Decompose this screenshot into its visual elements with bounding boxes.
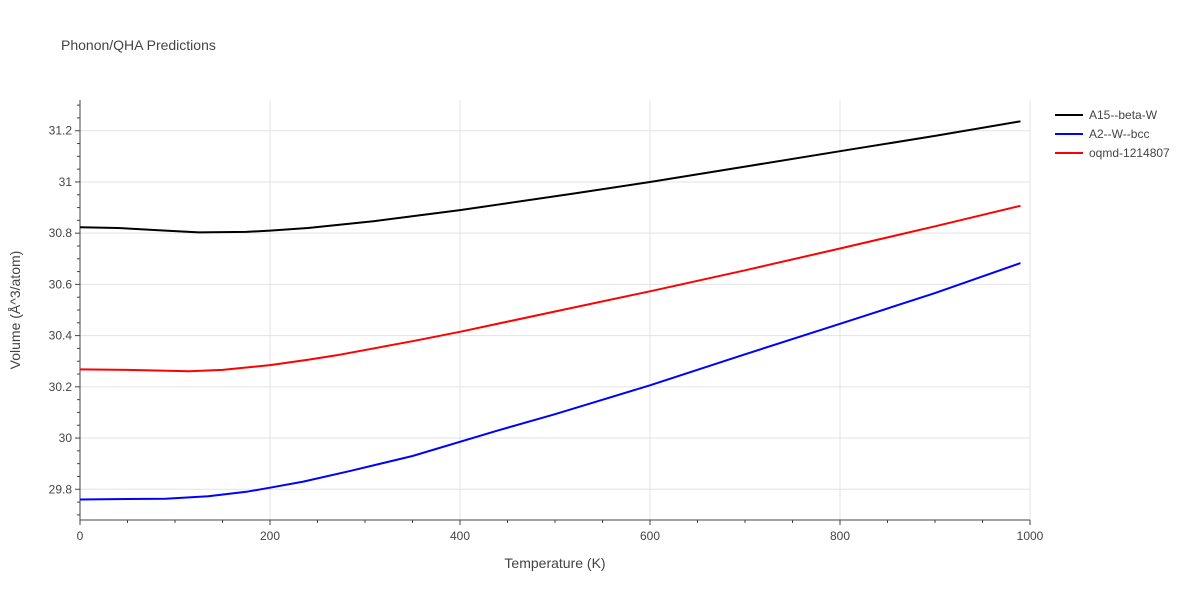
y-tick-label: 30.6: [49, 277, 73, 291]
series-line-3: [79, 204, 1021, 373]
series-line-2: [79, 262, 1021, 501]
legend: A15--beta-W A2--W--bcc oqmd-1214807: [1055, 108, 1170, 160]
x-tick-label: 400: [450, 529, 470, 543]
x-tick-label: 200: [260, 529, 280, 543]
y-tick-label: 30.2: [49, 380, 73, 394]
x-tick-label: 0: [77, 529, 84, 543]
x-tick-label: 600: [640, 529, 660, 543]
y-tick-label: 31.2: [49, 124, 73, 138]
legend-label: A15--beta-W: [1089, 108, 1158, 122]
legend-label: oqmd-1214807: [1089, 146, 1170, 160]
y-axis-title: Volume (Å^3/atom): [7, 251, 23, 370]
axes: 0 200 400 600 800 1000 29.8 30 30.2 30.4 30.6 30.8 3…: [49, 100, 1044, 543]
series-line-1: [79, 120, 1021, 234]
chart-title: Phonon/QHA Predictions: [61, 37, 216, 53]
grid: [80, 100, 1031, 520]
plot-area: [79, 120, 1021, 501]
x-tick-label: 1000: [1017, 529, 1044, 543]
y-tick-label: 31: [59, 175, 73, 189]
y-tick-label: 30.4: [49, 329, 73, 343]
y-tick-label: 30: [59, 431, 73, 445]
legend-label: A2--W--bcc: [1089, 127, 1149, 141]
y-tick-label: 30.8: [49, 226, 73, 240]
x-axis-title: Temperature (K): [504, 555, 605, 571]
x-tick-label: 800: [830, 529, 850, 543]
y-tick-label: 29.8: [49, 482, 73, 496]
